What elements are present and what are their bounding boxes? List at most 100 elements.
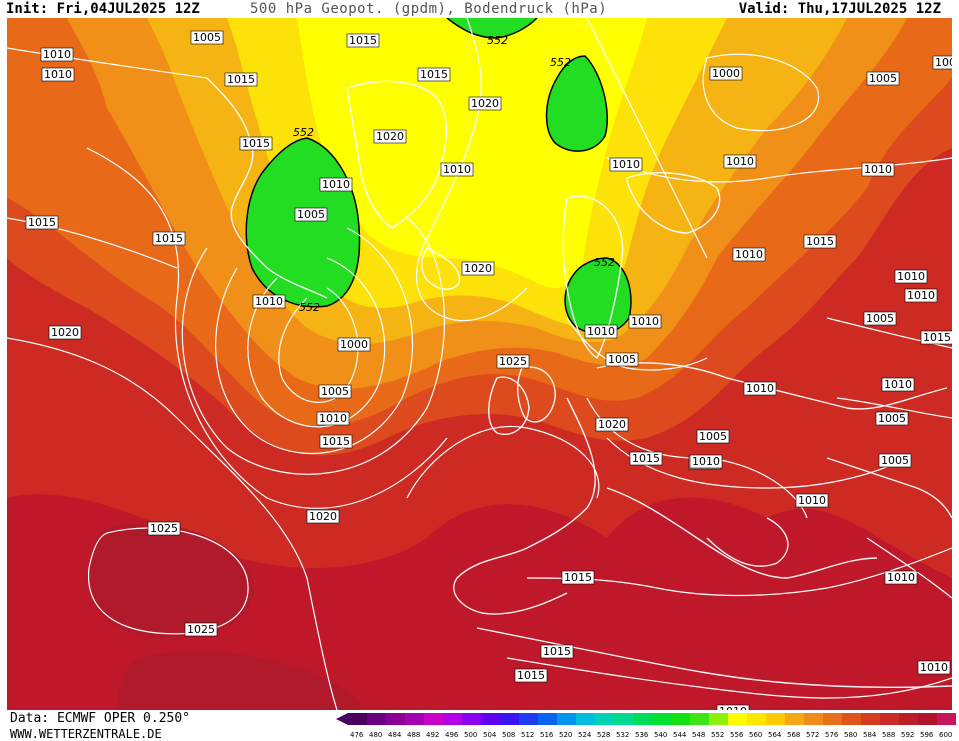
svg-text:1010: 1010 — [884, 378, 912, 391]
colorbar-tick: 596 — [920, 731, 934, 739]
colorbar-tick: 576 — [825, 731, 839, 739]
svg-text:1010: 1010 — [44, 68, 72, 81]
svg-text:1005: 1005 — [881, 454, 909, 467]
data-source: Data: ECMWF OPER 0.250° — [10, 711, 191, 726]
colorbar-tick: 528 — [597, 731, 610, 739]
colorbar-swatch — [462, 713, 481, 725]
svg-text:1010: 1010 — [43, 48, 71, 61]
colorbar-swatch — [481, 713, 500, 725]
init-time: Init: Fri,04JUL2025 12Z — [6, 1, 200, 17]
svg-text:1010: 1010 — [887, 571, 915, 584]
colorbar-swatch — [405, 713, 424, 725]
colorbar-tick: 524 — [578, 731, 592, 739]
isobar-label: 1000 — [337, 337, 371, 352]
low-scandinavia-552 — [565, 258, 631, 334]
svg-text:1015: 1015 — [322, 435, 350, 448]
svg-text:1010: 1010 — [798, 494, 826, 507]
geopot-labels: 552 552 552 552 552 — [293, 34, 615, 314]
isobar-label: 1010 — [881, 377, 915, 392]
svg-text:1025: 1025 — [150, 522, 178, 535]
isobar-label: 1015 — [629, 451, 663, 466]
svg-text:1015: 1015 — [28, 216, 56, 229]
colorbar-swatch — [766, 713, 785, 725]
isobar-label: 1010 — [689, 454, 723, 469]
svg-text:1015: 1015 — [923, 331, 951, 344]
geopot-label: 552 — [299, 301, 320, 314]
isobar-label: 1010 — [743, 381, 777, 396]
svg-text:1010: 1010 — [864, 163, 892, 176]
isobar-label: 1010 — [252, 294, 286, 309]
isobar-label: 1005 — [866, 71, 900, 86]
colorbar-swatch — [880, 713, 899, 725]
colorbar-tick: 568 — [787, 731, 800, 739]
colorbar-swatch — [709, 713, 728, 725]
valid-time: Valid: Thu,17JUL2025 12Z — [738, 1, 941, 17]
isobar-label: 1010 — [795, 493, 829, 508]
svg-text:1010: 1010 — [319, 412, 347, 425]
colorbar-swatch — [595, 713, 614, 725]
colorbar-tick: 588 — [882, 731, 895, 739]
isobar-label: 1010 — [609, 157, 643, 172]
isobar-label: 1015 — [540, 644, 574, 659]
svg-text:1020: 1020 — [471, 97, 499, 110]
isobar-label: 1025 — [184, 622, 218, 637]
svg-text:1015: 1015 — [517, 669, 545, 682]
svg-text:1025: 1025 — [187, 623, 215, 636]
geopot-label: 552 — [550, 56, 571, 69]
colorbar-swatch — [424, 713, 443, 725]
isobar-label: 1010 — [319, 177, 353, 192]
svg-text:1015: 1015 — [806, 235, 834, 248]
low-norway-sea-552 — [546, 56, 608, 152]
colorbar-swatch — [519, 713, 538, 725]
isobar-label: 1010 — [716, 704, 750, 710]
isobar-label: 1010 — [584, 324, 618, 339]
colorbar-tick: 600 — [939, 731, 952, 739]
colorbar-tick: 476 — [350, 731, 364, 739]
colorbar-swatch — [861, 713, 880, 725]
colorbar-tick: 584 — [863, 731, 877, 739]
isobar-label: 1015 — [920, 330, 952, 345]
geopot-label: 552 — [293, 126, 314, 139]
colorbar-arrow-left — [336, 713, 348, 725]
svg-text:1010: 1010 — [631, 315, 659, 328]
svg-text:1015: 1015 — [227, 73, 255, 86]
isobar-label: 1020 — [373, 129, 407, 144]
colorbar-tick: 560 — [749, 731, 762, 739]
svg-text:1005: 1005 — [878, 412, 906, 425]
svg-text:1005: 1005 — [193, 31, 221, 44]
svg-text:1010: 1010 — [920, 661, 948, 674]
svg-text:1010: 1010 — [719, 705, 747, 710]
colorbar-tick: 592 — [901, 731, 914, 739]
isobar-label: 1020 — [461, 261, 495, 276]
weather-map: 1010 1005 1015 1015 1010 1015 1010 1020 1015 1020… — [7, 18, 952, 710]
svg-text:1010: 1010 — [692, 455, 720, 468]
isobar-label: 1005 — [696, 429, 730, 444]
svg-text:1020: 1020 — [376, 130, 404, 143]
isobar-label: 1015 — [346, 33, 380, 48]
colorbar-tick: 552 — [711, 731, 724, 739]
svg-text:1015: 1015 — [349, 34, 377, 47]
isobar-labels: 1010 1005 1015 1015 1010 1015 1010 1020 1015 1020… — [25, 30, 952, 710]
colorbar-swatch — [614, 713, 633, 725]
isobar-label: 1005 — [294, 207, 328, 222]
colorbar-swatch — [671, 713, 690, 725]
colorbar-tick: 496 — [445, 731, 459, 739]
svg-text:1010: 1010 — [735, 248, 763, 261]
isobar-label: 1015 — [319, 434, 353, 449]
isobar-label: 1010 — [723, 154, 757, 169]
colorbar-tick: 516 — [540, 731, 554, 739]
colorbar-tick: 548 — [692, 731, 705, 739]
colorbar-swatch — [557, 713, 576, 725]
svg-text:1015: 1015 — [242, 137, 270, 150]
svg-text:1010: 1010 — [726, 155, 754, 168]
colorbar-tick: 512 — [521, 731, 534, 739]
colorbar-tick: 536 — [635, 731, 649, 739]
colorbar-tick: 508 — [502, 731, 515, 739]
colorbar-tick: 520 — [559, 731, 572, 739]
colorbar-tick: 504 — [483, 731, 497, 739]
geopot-label: 552 — [594, 256, 615, 269]
svg-text:1010: 1010 — [587, 325, 615, 338]
isobar-label: 1005 — [318, 384, 352, 399]
colorbar-tick: 580 — [844, 731, 857, 739]
svg-text:1010: 1010 — [255, 295, 283, 308]
